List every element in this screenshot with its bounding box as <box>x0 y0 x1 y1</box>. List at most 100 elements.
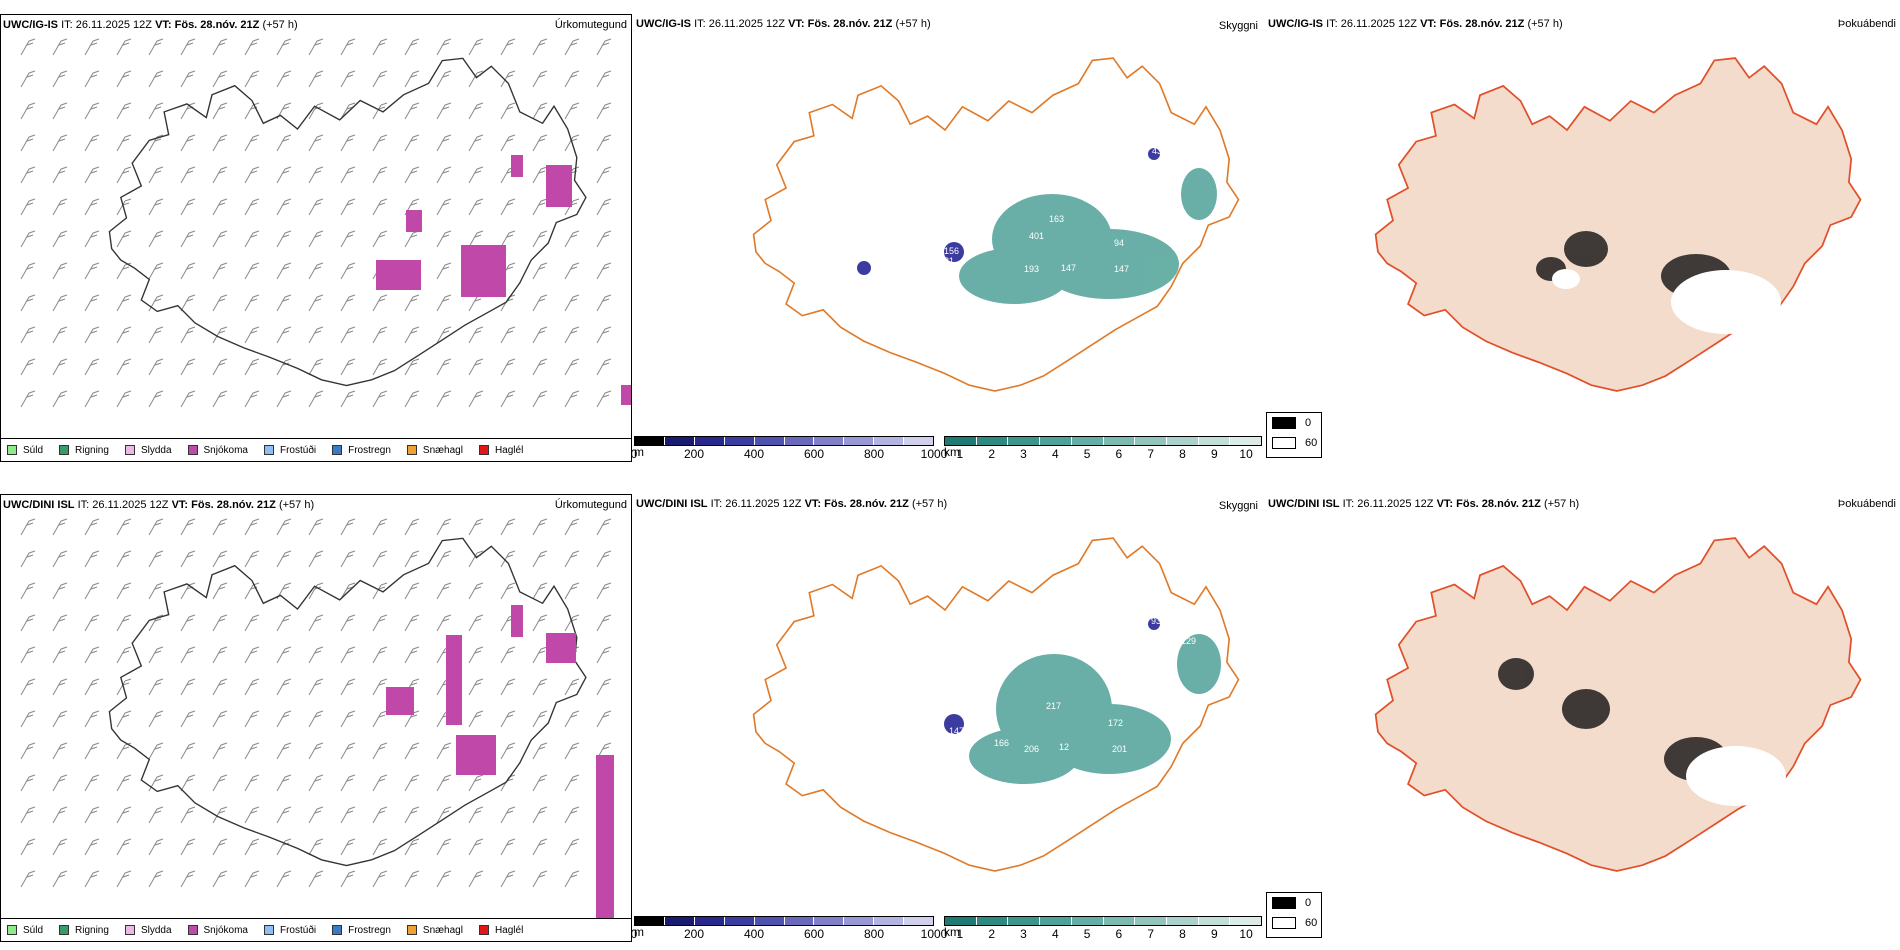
wind-barb <box>20 198 36 216</box>
legend-label: Slydda <box>140 444 172 456</box>
fog-panel-top: UWC/IG-IS IT: 26.11.2025 12Z VT: Fös. 28… <box>1266 14 1900 460</box>
wind-barb <box>212 518 228 536</box>
wind-barb <box>532 518 548 536</box>
colorbar-cell <box>1135 437 1167 445</box>
wind-barb <box>212 102 228 120</box>
wind-barb <box>244 326 260 344</box>
wind-barb <box>340 134 356 152</box>
wind-barb <box>52 166 68 184</box>
wind-barb <box>212 774 228 792</box>
colorbar-cell <box>874 437 905 445</box>
wind-barb <box>276 230 292 248</box>
model-name: UWC/DINI ISL <box>636 498 708 510</box>
legend-label: Súld <box>23 444 44 456</box>
wind-barb <box>148 710 164 728</box>
colorbar-tick: 8 <box>1179 927 1186 941</box>
legend-label: Slydda <box>140 924 172 936</box>
wind-barb <box>20 358 36 376</box>
wind-barb <box>276 710 292 728</box>
wind-barb <box>532 70 548 88</box>
cloud-base-label: 156 <box>944 246 959 256</box>
panel-title: Þokuábendi <box>1837 498 1896 510</box>
wind-barb <box>52 614 68 632</box>
colorbar-cell <box>635 917 665 925</box>
wind-barb <box>20 710 36 728</box>
wind-barb <box>308 390 324 408</box>
wind-barb <box>596 198 612 216</box>
colorbar-tick: 2 <box>988 927 996 941</box>
wind-barb <box>84 326 100 344</box>
wind-barb <box>148 518 164 536</box>
wind-barb <box>436 230 452 248</box>
wind-barb <box>500 358 516 376</box>
wind-barb <box>308 166 324 184</box>
wind-barb <box>308 294 324 312</box>
cloud-base-colorbar-top: m 0 200 400 600 800 1000 <box>631 436 947 461</box>
wind-barb <box>180 550 196 568</box>
vt-label: VT: <box>171 499 189 511</box>
wind-barb <box>308 678 324 696</box>
cloud-base-label: 147 <box>1061 263 1076 273</box>
legend-swatch <box>406 925 417 935</box>
colorbar-tick: 600 <box>803 447 825 461</box>
legend-item-5: Frostregn <box>332 445 391 456</box>
wind-barb <box>244 646 260 664</box>
it-value: 26.11.2025 12Z <box>725 498 802 510</box>
wind-barb <box>500 134 516 152</box>
wind-barb <box>340 518 356 536</box>
wind-barb <box>20 134 36 152</box>
colorbar-cell <box>814 437 845 445</box>
legend-label: Snjókoma <box>203 444 248 456</box>
wind-barb <box>212 262 228 280</box>
wind-barb <box>212 198 228 216</box>
fog-legend-swatch <box>1272 897 1296 909</box>
legend-label: Frostúði <box>279 924 317 936</box>
wind-barb <box>372 390 388 408</box>
wind-barb <box>564 326 580 344</box>
wind-barb <box>20 550 36 568</box>
wind-barb <box>84 358 100 376</box>
vt-label: VT: <box>1436 498 1454 510</box>
wind-barb <box>372 710 388 728</box>
wind-barb <box>180 518 196 536</box>
lead-time: (+57 h) <box>911 498 948 510</box>
wind-barb <box>276 646 292 664</box>
wind-barb <box>180 326 196 344</box>
wind-barb <box>276 550 292 568</box>
wind-barb <box>84 166 100 184</box>
wind-barb <box>116 390 132 408</box>
wind-barb <box>500 710 516 728</box>
wind-barb <box>180 358 196 376</box>
wind-barb <box>116 166 132 184</box>
wind-barb <box>468 198 484 216</box>
wind-barb <box>500 102 516 120</box>
wind-barb <box>500 198 516 216</box>
wind-barb <box>212 710 228 728</box>
wind-barb <box>84 870 100 888</box>
wind-barb <box>244 262 260 280</box>
colorbar-ticks: 0 200 400 600 800 1000 <box>631 926 948 941</box>
colorbar-tick: 600 <box>803 927 825 941</box>
legend-label: Frostregn <box>348 444 391 456</box>
wind-barb <box>308 358 324 376</box>
wind-barb <box>372 102 388 120</box>
legend-label: Haglél <box>494 924 524 936</box>
wind-barb <box>84 582 100 600</box>
colorbar-tick: 9 <box>1210 447 1218 461</box>
wind-barb <box>468 358 484 376</box>
wind-barb <box>436 582 452 600</box>
wind-barb <box>436 198 452 216</box>
colorbar-tick: 1 <box>956 927 964 941</box>
wind-barb <box>244 390 260 408</box>
panel-header: UWC/DINI ISL IT: 26.11.2025 12Z VT: Fös.… <box>3 499 314 511</box>
wind-barb <box>276 134 292 152</box>
colorbar-tick: 7 <box>1147 927 1155 941</box>
wind-barb <box>244 870 260 888</box>
colorbar-cell <box>724 917 755 925</box>
cloud-base-label: 147 <box>1114 264 1129 274</box>
colorbar-tick: 1000 <box>920 927 948 941</box>
wind-barb <box>500 582 516 600</box>
vt-label: VT: <box>804 498 822 510</box>
colorbar-strip <box>634 916 934 926</box>
wind-barb <box>116 198 132 216</box>
